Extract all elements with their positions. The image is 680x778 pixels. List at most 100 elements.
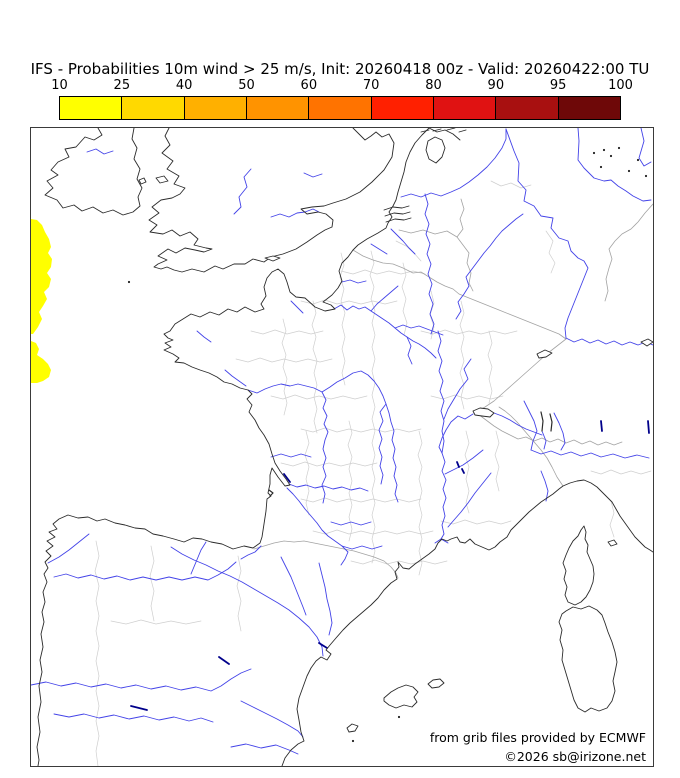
river xyxy=(444,449,484,475)
department-boundary xyxy=(281,318,288,416)
island-or-lake xyxy=(155,175,169,184)
river xyxy=(31,668,252,692)
river xyxy=(47,533,90,564)
colorbar-tick: 25 xyxy=(113,78,131,93)
coastline xyxy=(383,205,410,211)
map-speck xyxy=(636,158,640,162)
colorbar-segment xyxy=(245,97,309,119)
coastline xyxy=(281,479,653,766)
island-or-lake xyxy=(425,136,446,164)
colorbar-tick: 60 xyxy=(300,78,318,93)
colorbar-segment xyxy=(60,97,122,119)
department-boundary xyxy=(459,300,465,410)
colorbar-legend xyxy=(59,96,621,120)
department-boundary xyxy=(312,529,434,535)
reservoir xyxy=(456,461,460,468)
river xyxy=(406,336,413,365)
small-lake xyxy=(268,489,274,497)
country-border xyxy=(604,203,653,302)
river xyxy=(577,128,652,202)
river xyxy=(540,470,549,502)
coastline xyxy=(384,211,411,217)
river xyxy=(370,285,399,312)
country-border xyxy=(253,540,399,579)
river xyxy=(86,148,114,155)
reservoir xyxy=(461,468,465,474)
department-boundary xyxy=(236,555,242,632)
river xyxy=(321,391,329,504)
colorbar-tick: 100 xyxy=(608,78,633,93)
river xyxy=(196,330,212,343)
colorbar-segment xyxy=(370,97,433,119)
colorbar-segment xyxy=(183,97,246,119)
river xyxy=(190,541,207,575)
department-boundary xyxy=(395,240,422,262)
country-border xyxy=(477,338,567,412)
river xyxy=(288,483,369,492)
coastline xyxy=(148,128,395,273)
river xyxy=(440,452,447,540)
department-boundary xyxy=(311,300,318,434)
river xyxy=(565,337,653,346)
department-boundary xyxy=(270,394,368,400)
island-or-lake xyxy=(472,407,495,418)
river xyxy=(394,324,444,336)
river xyxy=(230,743,299,755)
river xyxy=(341,545,383,550)
department-boundary xyxy=(494,430,500,492)
river xyxy=(170,546,324,657)
department-boundary xyxy=(340,269,426,275)
department-boundary xyxy=(280,461,378,467)
probability-shading-blob xyxy=(31,341,51,383)
colorbar-tick: 90 xyxy=(487,78,505,93)
river xyxy=(434,538,442,544)
colorbar-segment xyxy=(557,97,620,119)
credit-copyright: ©2026 sb@irizone.net xyxy=(504,749,646,764)
department-boundary xyxy=(545,230,556,274)
river xyxy=(333,304,437,359)
colorbar-tick: 70 xyxy=(362,78,380,93)
colorbar-tick: 10 xyxy=(51,78,68,93)
river xyxy=(447,472,492,528)
map-speck xyxy=(592,151,596,155)
coastline xyxy=(36,128,430,766)
river xyxy=(233,168,252,215)
map-speck xyxy=(609,154,613,158)
map-speck xyxy=(397,715,401,719)
map-speck xyxy=(627,169,631,173)
island-or-lake xyxy=(264,255,281,262)
river xyxy=(390,228,416,255)
coastline xyxy=(432,128,442,132)
coastline xyxy=(446,128,456,131)
river xyxy=(247,370,399,503)
country-border xyxy=(352,249,567,340)
island-or-lake xyxy=(346,723,359,733)
map-speck xyxy=(599,165,603,169)
department-boundary xyxy=(609,500,615,538)
river xyxy=(400,128,507,198)
colorbar-segment xyxy=(432,97,496,119)
colorbar-tick: 40 xyxy=(175,78,193,93)
river xyxy=(303,172,323,178)
department-boundary xyxy=(464,430,470,514)
river xyxy=(424,193,435,335)
coastline xyxy=(44,128,143,216)
department-boundary xyxy=(350,559,448,565)
department-boundary xyxy=(94,540,100,766)
colorbar-segment xyxy=(495,97,558,119)
river xyxy=(493,412,543,436)
department-boundary xyxy=(149,545,155,622)
country-border xyxy=(456,198,465,238)
island-or-lake xyxy=(562,525,595,606)
river xyxy=(440,538,449,544)
river xyxy=(443,358,472,420)
reservoir xyxy=(283,473,291,483)
river xyxy=(437,330,445,454)
colorbar-segment xyxy=(121,97,184,119)
colorbar-tick: 50 xyxy=(238,78,255,93)
department-boundary xyxy=(300,299,398,305)
department-boundary xyxy=(347,420,353,542)
river xyxy=(270,453,312,458)
river xyxy=(290,300,304,314)
